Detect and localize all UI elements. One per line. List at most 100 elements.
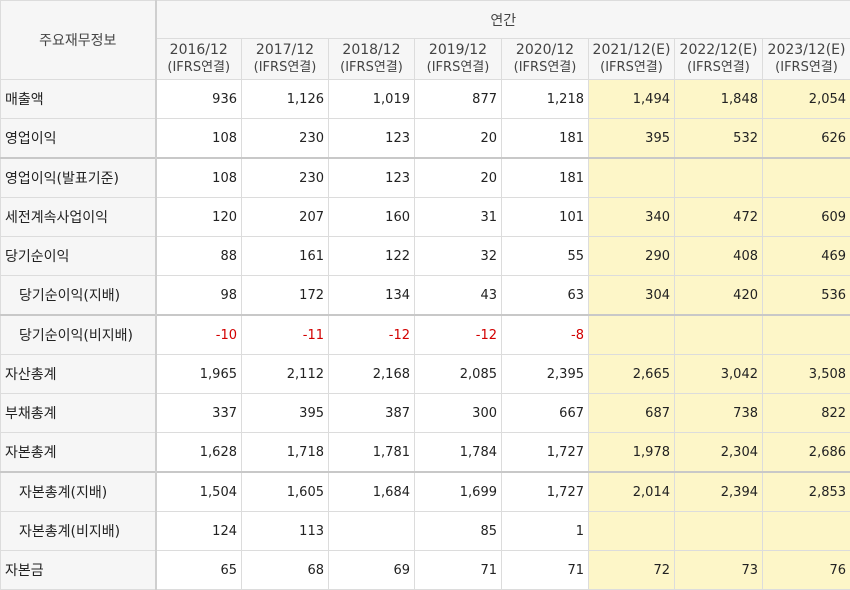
value-cell: 85 (415, 512, 502, 551)
value-cell (675, 512, 763, 551)
value-cell: 395 (589, 119, 675, 159)
value-cell: 420 (675, 276, 763, 316)
period-basis: (IFRS연결) (157, 59, 242, 76)
value-cell: 123 (329, 119, 415, 159)
value-cell: 1,718 (242, 433, 329, 473)
value-cell: 1,978 (589, 433, 675, 473)
value-cell: 20 (415, 158, 502, 198)
period-header: 2023/12(E)(IFRS연결) (763, 39, 850, 80)
value-cell: 98 (156, 276, 242, 316)
row-label: 매출액 (1, 80, 156, 119)
value-cell: 609 (763, 198, 850, 237)
period-header: 2017/12(IFRS연결) (242, 39, 329, 80)
value-cell: 73 (675, 551, 763, 590)
period-basis: (IFRS연결) (329, 59, 414, 76)
value-cell: 1,605 (242, 472, 329, 512)
value-cell: 290 (589, 237, 675, 276)
value-cell: 687 (589, 394, 675, 433)
period-year: 2022/12(E) (675, 42, 762, 59)
value-cell: 877 (415, 80, 502, 119)
value-cell: 63 (502, 276, 589, 316)
period-year: 2016/12 (157, 42, 242, 59)
value-cell: 532 (675, 119, 763, 159)
value-cell: 207 (242, 198, 329, 237)
value-cell (589, 158, 675, 198)
value-cell: 2,304 (675, 433, 763, 473)
value-cell: -8 (502, 315, 589, 355)
value-cell: 1,684 (329, 472, 415, 512)
value-cell: 1,494 (589, 80, 675, 119)
value-cell: -12 (329, 315, 415, 355)
value-cell: 72 (589, 551, 675, 590)
period-year: 2023/12(E) (763, 42, 850, 59)
value-cell: 230 (242, 119, 329, 159)
value-cell: 1,126 (242, 80, 329, 119)
value-cell: 123 (329, 158, 415, 198)
value-cell (589, 315, 675, 355)
period-year: 2018/12 (329, 42, 414, 59)
value-cell: 181 (502, 119, 589, 159)
value-cell: 31 (415, 198, 502, 237)
row-label-header: 주요재무정보 (1, 1, 156, 80)
value-cell: 55 (502, 237, 589, 276)
value-cell: 124 (156, 512, 242, 551)
period-header: 2020/12(IFRS연결) (502, 39, 589, 80)
value-cell: 68 (242, 551, 329, 590)
value-cell: 108 (156, 158, 242, 198)
period-basis: (IFRS연결) (242, 59, 328, 76)
value-cell: 738 (675, 394, 763, 433)
row-label: 영업이익 (1, 119, 156, 159)
value-cell (675, 315, 763, 355)
value-cell: 20 (415, 119, 502, 159)
value-cell: 2,054 (763, 80, 850, 119)
period-year: 2021/12(E) (589, 42, 674, 59)
value-cell: -12 (415, 315, 502, 355)
value-cell: -10 (156, 315, 242, 355)
value-cell: 2,853 (763, 472, 850, 512)
period-year: 2019/12 (415, 42, 501, 59)
value-cell: 69 (329, 551, 415, 590)
value-cell: 32 (415, 237, 502, 276)
row-label: 부채총계 (1, 394, 156, 433)
value-cell: 2,395 (502, 355, 589, 394)
value-cell: 160 (329, 198, 415, 237)
value-cell: 1,218 (502, 80, 589, 119)
value-cell: 1,848 (675, 80, 763, 119)
table-row: 당기순이익(비지배)-10-11-12-12-8 (1, 315, 850, 355)
value-cell: 181 (502, 158, 589, 198)
value-cell: 108 (156, 119, 242, 159)
value-cell: 337 (156, 394, 242, 433)
value-cell: 1,699 (415, 472, 502, 512)
value-cell (763, 158, 850, 198)
period-basis: (IFRS연결) (589, 59, 674, 76)
value-cell: 1,781 (329, 433, 415, 473)
value-cell: 1,965 (156, 355, 242, 394)
value-cell: 340 (589, 198, 675, 237)
value-cell: 120 (156, 198, 242, 237)
value-cell (675, 158, 763, 198)
value-cell: 71 (415, 551, 502, 590)
value-cell: 822 (763, 394, 850, 433)
value-cell: 472 (675, 198, 763, 237)
value-cell: 2,112 (242, 355, 329, 394)
row-label: 세전계속사업이익 (1, 198, 156, 237)
value-cell: 1,784 (415, 433, 502, 473)
period-year: 2017/12 (242, 42, 328, 59)
value-cell: 2,014 (589, 472, 675, 512)
value-cell: 172 (242, 276, 329, 316)
value-cell: 76 (763, 551, 850, 590)
value-cell: 936 (156, 80, 242, 119)
row-label: 자산총계 (1, 355, 156, 394)
value-cell: 300 (415, 394, 502, 433)
value-cell: 2,085 (415, 355, 502, 394)
